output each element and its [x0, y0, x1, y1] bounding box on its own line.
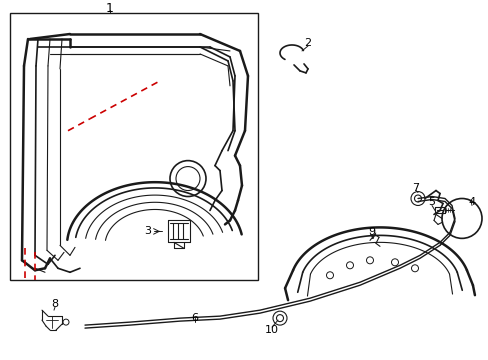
Text: 3: 3 [144, 226, 151, 237]
Text: 8: 8 [51, 299, 59, 309]
Text: 7: 7 [411, 183, 419, 193]
Text: 10: 10 [264, 325, 279, 335]
Text: 5: 5 [427, 198, 435, 207]
Text: 2: 2 [304, 38, 311, 48]
Text: 1: 1 [106, 1, 114, 15]
Bar [10, 13, 258, 280]
Text: 9: 9 [367, 228, 375, 237]
Text: 4: 4 [468, 198, 475, 207]
Text: 6: 6 [191, 313, 198, 323]
